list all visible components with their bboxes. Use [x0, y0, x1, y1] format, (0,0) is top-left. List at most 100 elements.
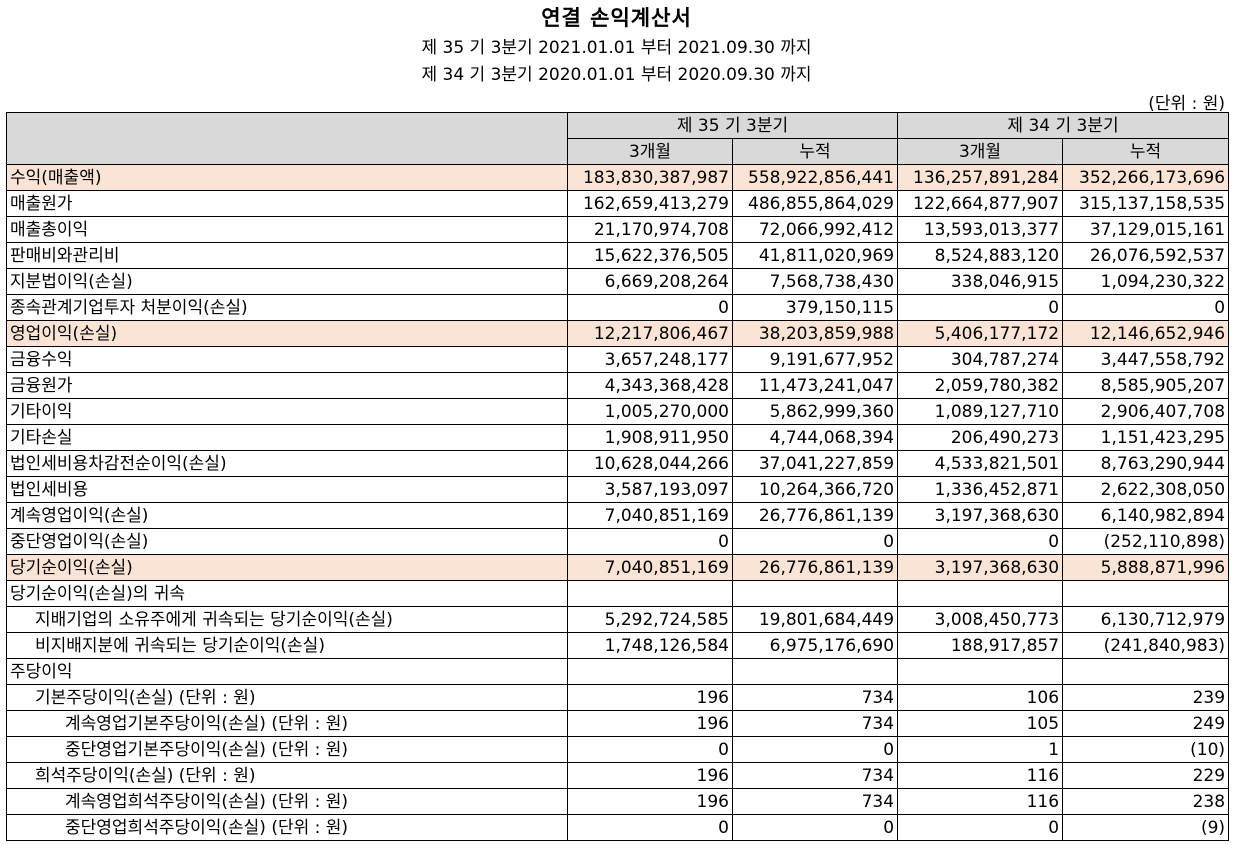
- table-row: 중단영업희석주당이익(손실) (단위 : 원) 0 0 0 (9): [6, 814, 1230, 841]
- value-cell: 2,059,780,382: [897, 372, 1064, 399]
- value-cell: 162,659,413,279: [567, 190, 733, 217]
- value-cell: [897, 580, 1064, 607]
- value-cell: 0: [567, 294, 733, 321]
- value-cell: 116: [897, 788, 1064, 815]
- value-cell: 338,046,915: [897, 268, 1064, 295]
- row-label: 판매비와관리비: [6, 242, 568, 269]
- row-label: 기본주당이익(손실) (단위 : 원): [6, 684, 568, 711]
- value-cell: 315,137,158,535: [1062, 190, 1230, 217]
- row-label: 종속관계기업투자 처분이익(손실): [6, 294, 568, 321]
- table-row: 기타손실 1,908,911,950 4,744,068,394 206,490,27…: [6, 424, 1230, 451]
- row-label: 영업이익(손실): [6, 320, 568, 347]
- value-cell: 105: [897, 710, 1064, 737]
- value-cell: 0: [897, 294, 1064, 321]
- value-cell: 26,076,592,537: [1062, 242, 1230, 269]
- header-col-prior-cumulative: 누적: [1062, 138, 1230, 165]
- value-cell: 8,585,905,207: [1062, 372, 1230, 399]
- row-label: 계속영업이익(손실): [6, 502, 568, 529]
- value-cell: 6,975,176,690: [731, 632, 899, 659]
- value-cell: (241,840,983): [1062, 632, 1230, 659]
- table-body: 수익(매출액) 183,830,387,987 558,922,856,441 136…: [6, 164, 1230, 841]
- income-statement-table: 제 35 기 3분기 제 34 기 3분기 3개월 누적 3개월 누적 수익(매…: [6, 112, 1230, 841]
- value-cell: 122,664,877,907: [897, 190, 1064, 217]
- value-cell: [567, 580, 733, 607]
- value-cell: 3,197,368,630: [897, 554, 1064, 581]
- row-label: 희석주당이익(손실) (단위 : 원): [6, 762, 568, 789]
- value-cell: 196: [567, 684, 733, 711]
- value-cell: [897, 658, 1064, 685]
- value-cell: 183,830,387,987: [567, 164, 733, 191]
- unit-label: (단위 : 원): [1148, 94, 1225, 114]
- value-cell: (252,110,898): [1062, 528, 1230, 555]
- value-cell: 0: [897, 528, 1064, 555]
- value-cell: 13,593,013,377: [897, 216, 1064, 243]
- value-cell: 7,568,738,430: [731, 268, 899, 295]
- value-cell: 26,776,861,139: [731, 554, 899, 581]
- value-cell: 12,217,806,467: [567, 320, 733, 347]
- value-cell: 734: [731, 762, 899, 789]
- value-cell: 8,763,290,944: [1062, 450, 1230, 477]
- value-cell: 558,922,856,441: [731, 164, 899, 191]
- value-cell: [1062, 658, 1230, 685]
- value-cell: 196: [567, 788, 733, 815]
- table-row: 수익(매출액) 183,830,387,987 558,922,856,441 136…: [6, 164, 1230, 191]
- row-label: 주당이익: [6, 658, 568, 685]
- value-cell: 1,336,452,871: [897, 476, 1064, 503]
- value-cell: 188,917,857: [897, 632, 1064, 659]
- value-cell: 352,266,173,696: [1062, 164, 1230, 191]
- value-cell: 12,146,652,946: [1062, 320, 1230, 347]
- value-cell: 5,406,177,172: [897, 320, 1064, 347]
- value-cell: 8,524,883,120: [897, 242, 1064, 269]
- value-cell: [567, 658, 733, 685]
- value-cell: 4,533,821,501: [897, 450, 1064, 477]
- table-row: 당기순이익(손실) 7,040,851,169 26,776,861,139 3,19…: [6, 554, 1230, 581]
- value-cell: 1,005,270,000: [567, 398, 733, 425]
- value-cell: 19,801,684,449: [731, 606, 899, 633]
- value-cell: 0: [731, 814, 899, 841]
- value-cell: 7,040,851,169: [567, 502, 733, 529]
- table-row: 매출총이익 21,170,974,708 72,066,992,412 13,593,…: [6, 216, 1230, 243]
- value-cell: 1,089,127,710: [897, 398, 1064, 425]
- value-cell: 38,203,859,988: [731, 320, 899, 347]
- table-row: 영업이익(손실) 12,217,806,467 38,203,859,988 5,40…: [6, 320, 1230, 347]
- period-prior: 제 34 기 3분기 2020.01.01 부터 2020.09.30 까지: [421, 65, 812, 85]
- value-cell: 106: [897, 684, 1064, 711]
- value-cell: 4,343,368,428: [567, 372, 733, 399]
- row-label: 기타이익: [6, 398, 568, 425]
- value-cell: 72,066,992,412: [731, 216, 899, 243]
- value-cell: 21,170,974,708: [567, 216, 733, 243]
- row-label: 금융수익: [6, 346, 568, 373]
- value-cell: 0: [897, 814, 1064, 841]
- value-cell: [731, 580, 899, 607]
- table-row: 희석주당이익(손실) (단위 : 원) 196 734 116 229: [6, 762, 1230, 789]
- table-row: 기본주당이익(손실) (단위 : 원) 196 734 106 239: [6, 684, 1230, 711]
- row-label: 법인세비용차감전순이익(손실): [6, 450, 568, 477]
- table-row: 금융수익 3,657,248,177 9,191,677,952 304,787,27…: [6, 346, 1230, 373]
- value-cell: 6,669,208,264: [567, 268, 733, 295]
- value-cell: 5,862,999,360: [731, 398, 899, 425]
- value-cell: 6,140,982,894: [1062, 502, 1230, 529]
- value-cell: 2,906,407,708: [1062, 398, 1230, 425]
- value-cell: 26,776,861,139: [731, 502, 899, 529]
- value-cell: 0: [731, 528, 899, 555]
- row-label: 지배기업의 소유주에게 귀속되는 당기순이익(손실): [6, 606, 568, 633]
- row-label: 수익(매출액): [6, 164, 568, 191]
- value-cell: 3,657,248,177: [567, 346, 733, 373]
- table-row: 법인세비용차감전순이익(손실) 10,628,044,266 37,041,227,…: [6, 450, 1230, 477]
- value-cell: 249: [1062, 710, 1230, 737]
- row-label: 지분법이익(손실): [6, 268, 568, 295]
- table-row: 계속영업기본주당이익(손실) (단위 : 원) 196 734 105 249: [6, 710, 1230, 737]
- value-cell: 239: [1062, 684, 1230, 711]
- value-cell: 734: [731, 788, 899, 815]
- table-row: 기타이익 1,005,270,000 5,862,999,360 1,089,127,…: [6, 398, 1230, 425]
- value-cell: 206,490,273: [897, 424, 1064, 451]
- table-row: 지배기업의 소유주에게 귀속되는 당기순이익(손실) 5,292,724,585 1…: [6, 606, 1230, 633]
- value-cell: 238: [1062, 788, 1230, 815]
- table-row: 비지배지분에 귀속되는 당기순이익(손실) 1,748,126,584 6,975,…: [6, 632, 1230, 659]
- value-cell: 229: [1062, 762, 1230, 789]
- value-cell: 3,587,193,097: [567, 476, 733, 503]
- table-row: 계속영업이익(손실) 7,040,851,169 26,776,861,139 3,1…: [6, 502, 1230, 529]
- value-cell: 6,130,712,979: [1062, 606, 1230, 633]
- header-current-period: 제 35 기 3분기: [566, 112, 899, 139]
- value-cell: 5,292,724,585: [567, 606, 733, 633]
